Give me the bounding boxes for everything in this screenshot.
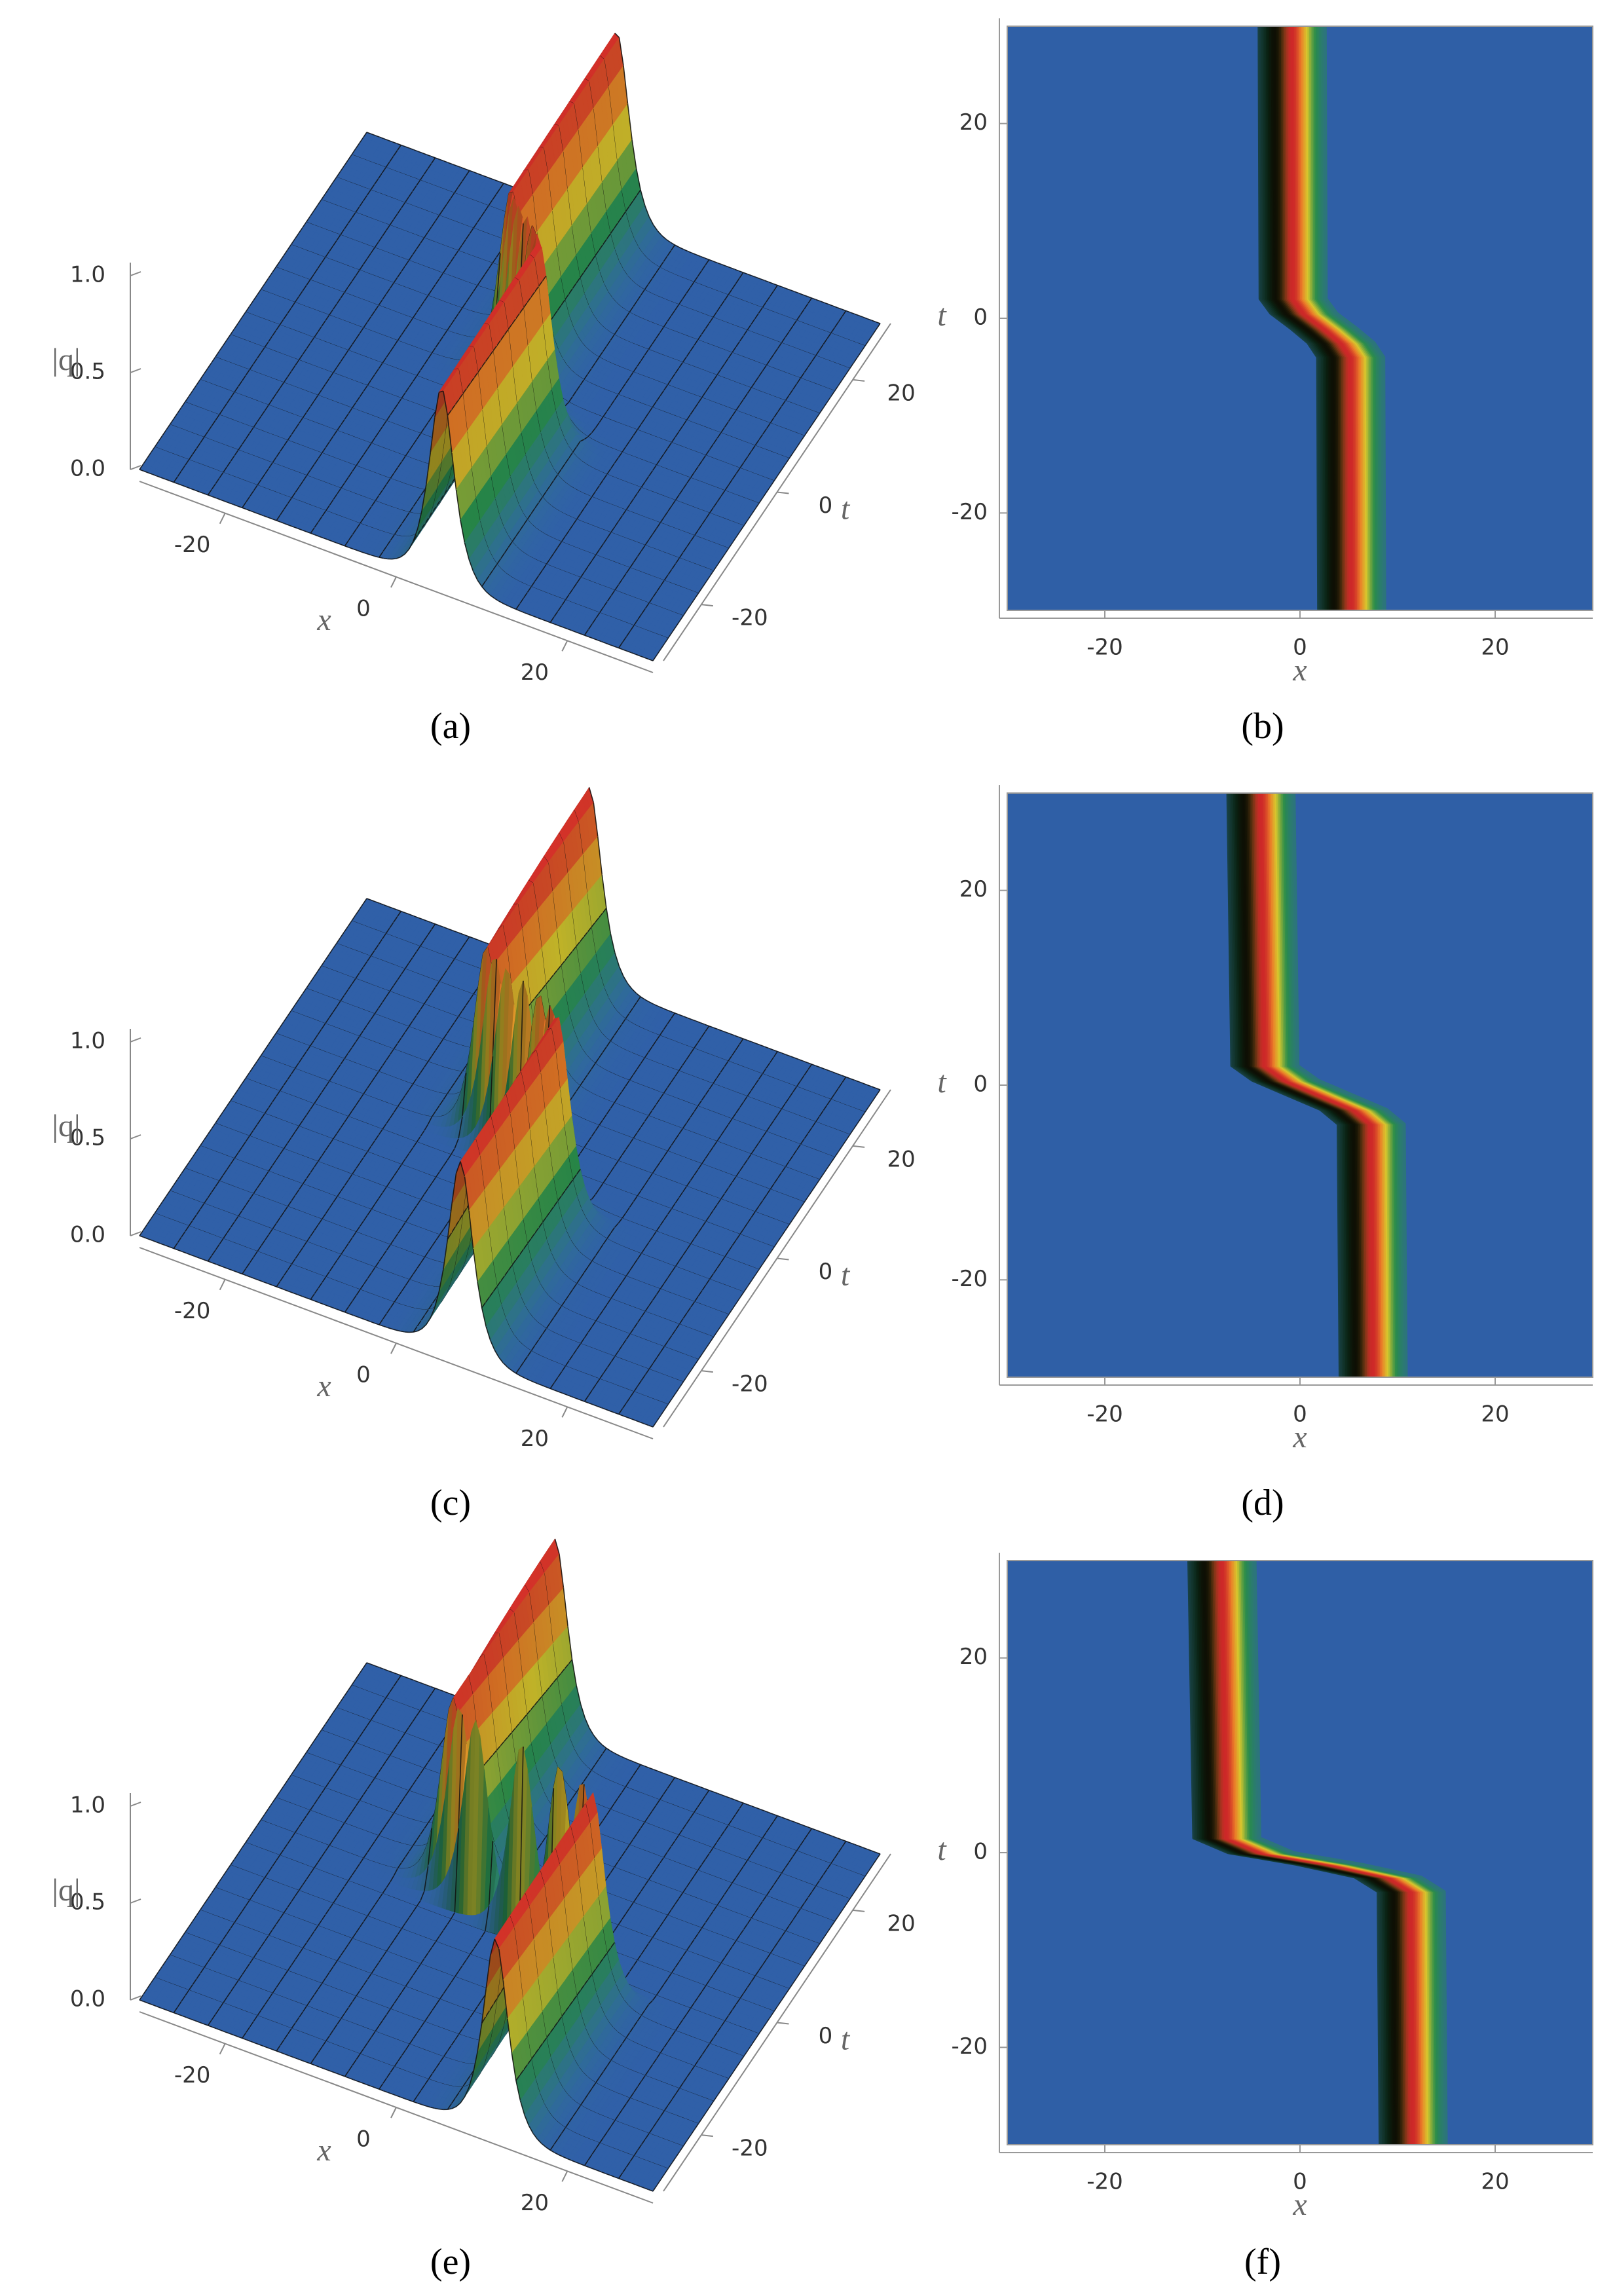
surface bbox=[139, 33, 880, 661]
